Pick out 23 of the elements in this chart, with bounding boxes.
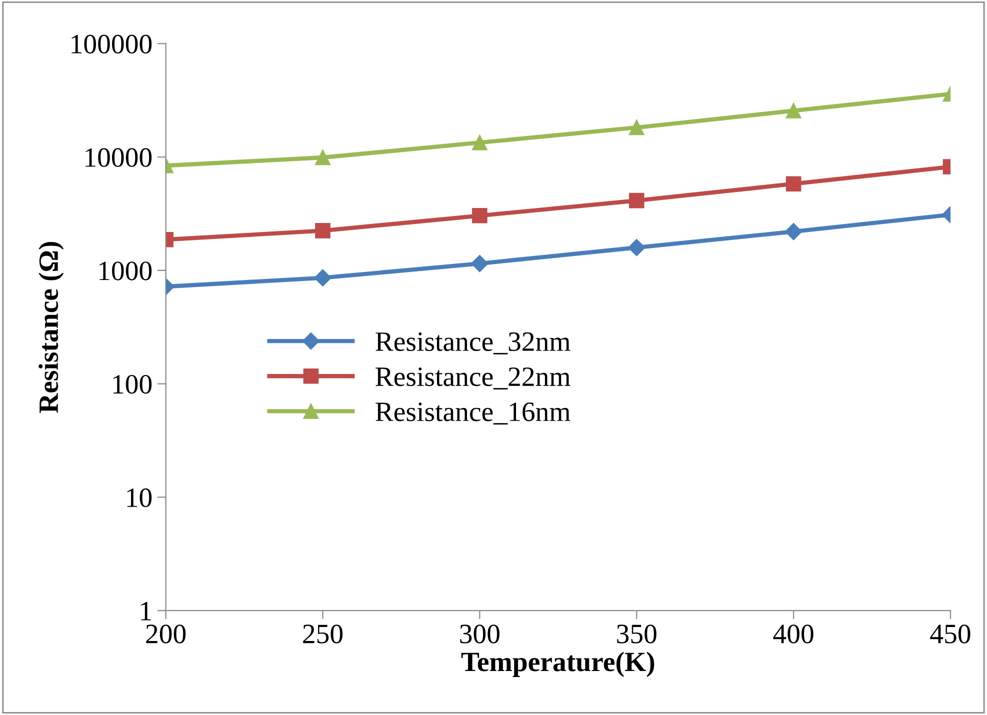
y-tick-label: 1 (141, 602, 151, 620)
y-tick-label: 100 (113, 374, 152, 394)
point (628, 239, 646, 256)
x-tick-label: 400 (773, 624, 814, 644)
point (628, 192, 644, 208)
x-tick-label: 450 (930, 624, 970, 644)
point (472, 134, 488, 150)
y-tick-label: 1000 (100, 262, 152, 280)
y-tick-label: 10000 (86, 148, 152, 167)
legend-label: Resistance_22nm (376, 367, 570, 390)
legend-label: Resistance_16nm (376, 402, 570, 425)
y-tick-label: 100000 (72, 34, 152, 54)
point (471, 254, 488, 272)
x-tick-label: 250 (303, 624, 343, 644)
point (628, 120, 644, 136)
x-axis-title: Temperature(K) (461, 652, 654, 677)
y-axis-title: Resistance (Ω) (38, 242, 64, 413)
legend-label: Resistance_32nm (376, 332, 570, 354)
x-tick-label: 300 (460, 624, 500, 644)
x-tick-label: 350 (617, 624, 656, 644)
y-tick-label: 10 (127, 488, 152, 508)
x-tick-label: 200 (146, 624, 186, 644)
point (472, 208, 488, 224)
